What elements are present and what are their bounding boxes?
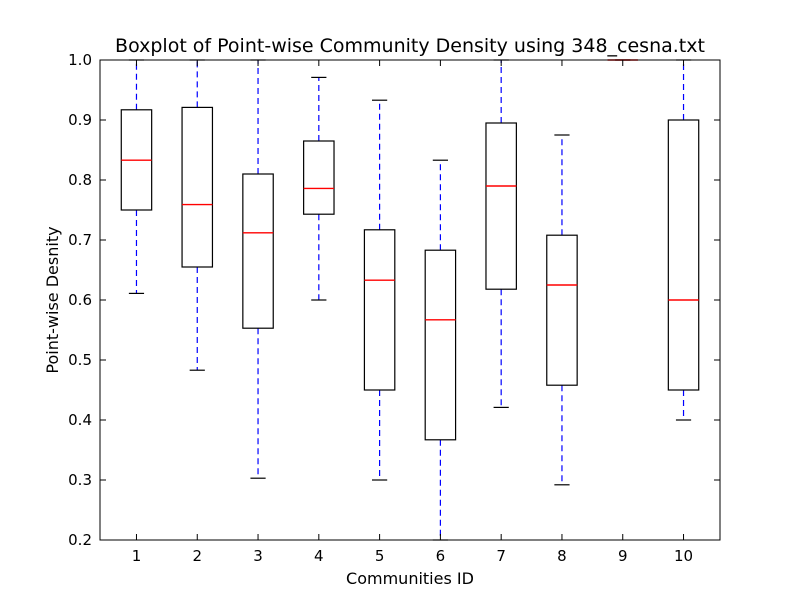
box-10	[667, 119, 700, 391]
y-tick-label: 1.0	[68, 51, 92, 69]
y-axis-title: Point-wise Desnity	[43, 226, 62, 373]
x-axis-title: Communities ID	[346, 569, 474, 588]
box-7	[485, 122, 517, 290]
x-tick-label: 6	[436, 547, 446, 565]
x-tick-label: 9	[618, 547, 628, 565]
y-tick-label: 0.8	[68, 171, 92, 189]
x-tick-label: 8	[557, 547, 567, 565]
x-tick-label: 3	[253, 547, 263, 565]
box-5	[363, 229, 396, 391]
x-tick-label: 4	[314, 547, 324, 565]
y-tick-label: 0.7	[68, 231, 92, 249]
y-tick-label: 0.4	[68, 411, 92, 429]
y-tick-label: 0.9	[68, 111, 92, 129]
y-tick-label: 0.5	[68, 351, 92, 369]
box-4	[303, 140, 335, 215]
x-tick-label: 7	[496, 547, 506, 565]
box-6	[424, 249, 457, 441]
x-tick-label: 2	[192, 547, 202, 565]
box-8	[546, 234, 578, 386]
plot-area: 0.2 0.3 0.4 0.5 0.6 0.7 0.8 0.9 1.0 1 2 3 4 5 6 7 8 9 10	[68, 51, 721, 565]
box-2	[181, 106, 214, 268]
y-tick-label: 0.2	[68, 531, 92, 549]
x-tick-label: 10	[674, 547, 693, 565]
box-3	[242, 173, 274, 329]
y-tick-label: 0.6	[68, 291, 92, 309]
x-tick-label: 1	[132, 547, 142, 565]
plot-frame	[99, 59, 721, 541]
x-tick-label: 5	[375, 547, 385, 565]
chart-title: Boxplot of Point-wise Community Density …	[115, 35, 705, 57]
y-tick-label: 0.3	[68, 471, 92, 489]
